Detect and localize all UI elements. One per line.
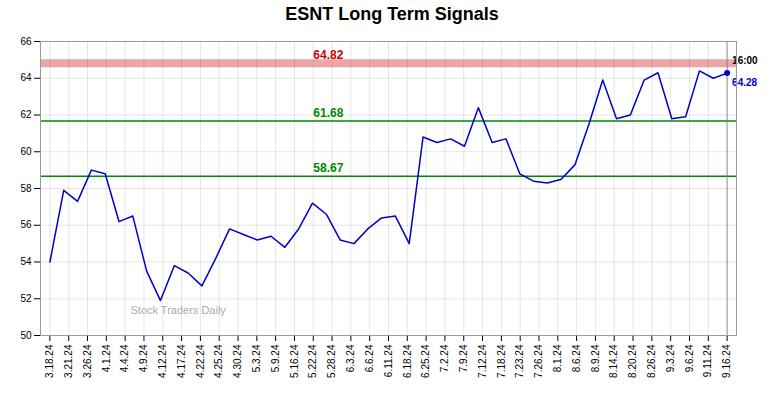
svg-text:5.22.24: 5.22.24 [307,344,318,378]
svg-text:8.14.24: 8.14.24 [608,344,619,378]
svg-text:4.9.24: 4.9.24 [138,344,149,372]
svg-text:64: 64 [20,72,32,83]
svg-text:4.22.24: 4.22.24 [195,344,206,378]
svg-text:64.28: 64.28 [732,77,757,88]
svg-text:5.16.24: 5.16.24 [289,344,300,378]
svg-text:16:00: 16:00 [732,55,758,66]
svg-text:8.20.24: 8.20.24 [627,344,638,378]
svg-text:8.9.24: 8.9.24 [590,344,601,372]
svg-text:9.11.24: 9.11.24 [702,344,713,377]
svg-text:5.9.24: 5.9.24 [270,344,281,372]
svg-text:6.6.24: 6.6.24 [364,344,375,372]
svg-text:4.25.24: 4.25.24 [213,344,224,378]
svg-text:8.1.24: 8.1.24 [552,344,563,372]
svg-text:62: 62 [20,109,32,120]
svg-text:7.26.24: 7.26.24 [533,344,544,378]
svg-text:3.18.24: 3.18.24 [44,344,55,378]
html-text:ESNT Long Term Signals: ESNT Long Term Signals [285,4,499,24]
svg-text:52: 52 [20,293,32,304]
svg-text:5.28.24: 5.28.24 [326,344,337,378]
svg-text:60: 60 [20,146,32,157]
svg-text:9.3.24: 9.3.24 [665,344,676,372]
svg-text:4.17.24: 4.17.24 [176,344,187,378]
svg-text:54: 54 [20,256,32,267]
svg-text:64.82: 64.82 [313,48,343,62]
svg-text:4.30.24: 4.30.24 [232,344,243,378]
svg-text:5.3.24: 5.3.24 [251,344,262,372]
svg-text:3.26.24: 3.26.24 [82,344,93,378]
svg-text:61.68: 61.68 [313,106,343,120]
svg-text:3.21.24: 3.21.24 [63,344,74,378]
svg-text:50: 50 [20,330,32,341]
svg-text:7.12.24: 7.12.24 [477,344,488,378]
svg-text:8.26.24: 8.26.24 [646,344,657,378]
svg-text:Stock Traders Daily: Stock Traders Daily [131,304,227,316]
svg-text:7.23.24: 7.23.24 [514,344,525,378]
svg-text:56: 56 [20,219,32,230]
svg-text:7.9.24: 7.9.24 [458,344,469,372]
svg-text:9.6.24: 9.6.24 [684,344,695,372]
svg-text:66: 66 [20,36,32,47]
svg-text:6.11.24: 6.11.24 [383,344,394,377]
svg-text:7.2.24: 7.2.24 [439,344,450,372]
svg-text:58: 58 [20,183,32,194]
svg-text:6.3.24: 6.3.24 [345,344,356,372]
svg-text:7.18.24: 7.18.24 [496,344,507,378]
svg-text:4.4.24: 4.4.24 [119,344,130,372]
svg-text:8.6.24: 8.6.24 [571,344,582,372]
svg-text:9.16.24: 9.16.24 [721,344,732,378]
svg-text:4.12.24: 4.12.24 [157,344,168,378]
svg-text:4.1.24: 4.1.24 [101,344,112,372]
svg-text:6.25.24: 6.25.24 [420,344,431,378]
svg-text:6.18.24: 6.18.24 [402,344,413,378]
svg-text:58.67: 58.67 [313,161,343,175]
